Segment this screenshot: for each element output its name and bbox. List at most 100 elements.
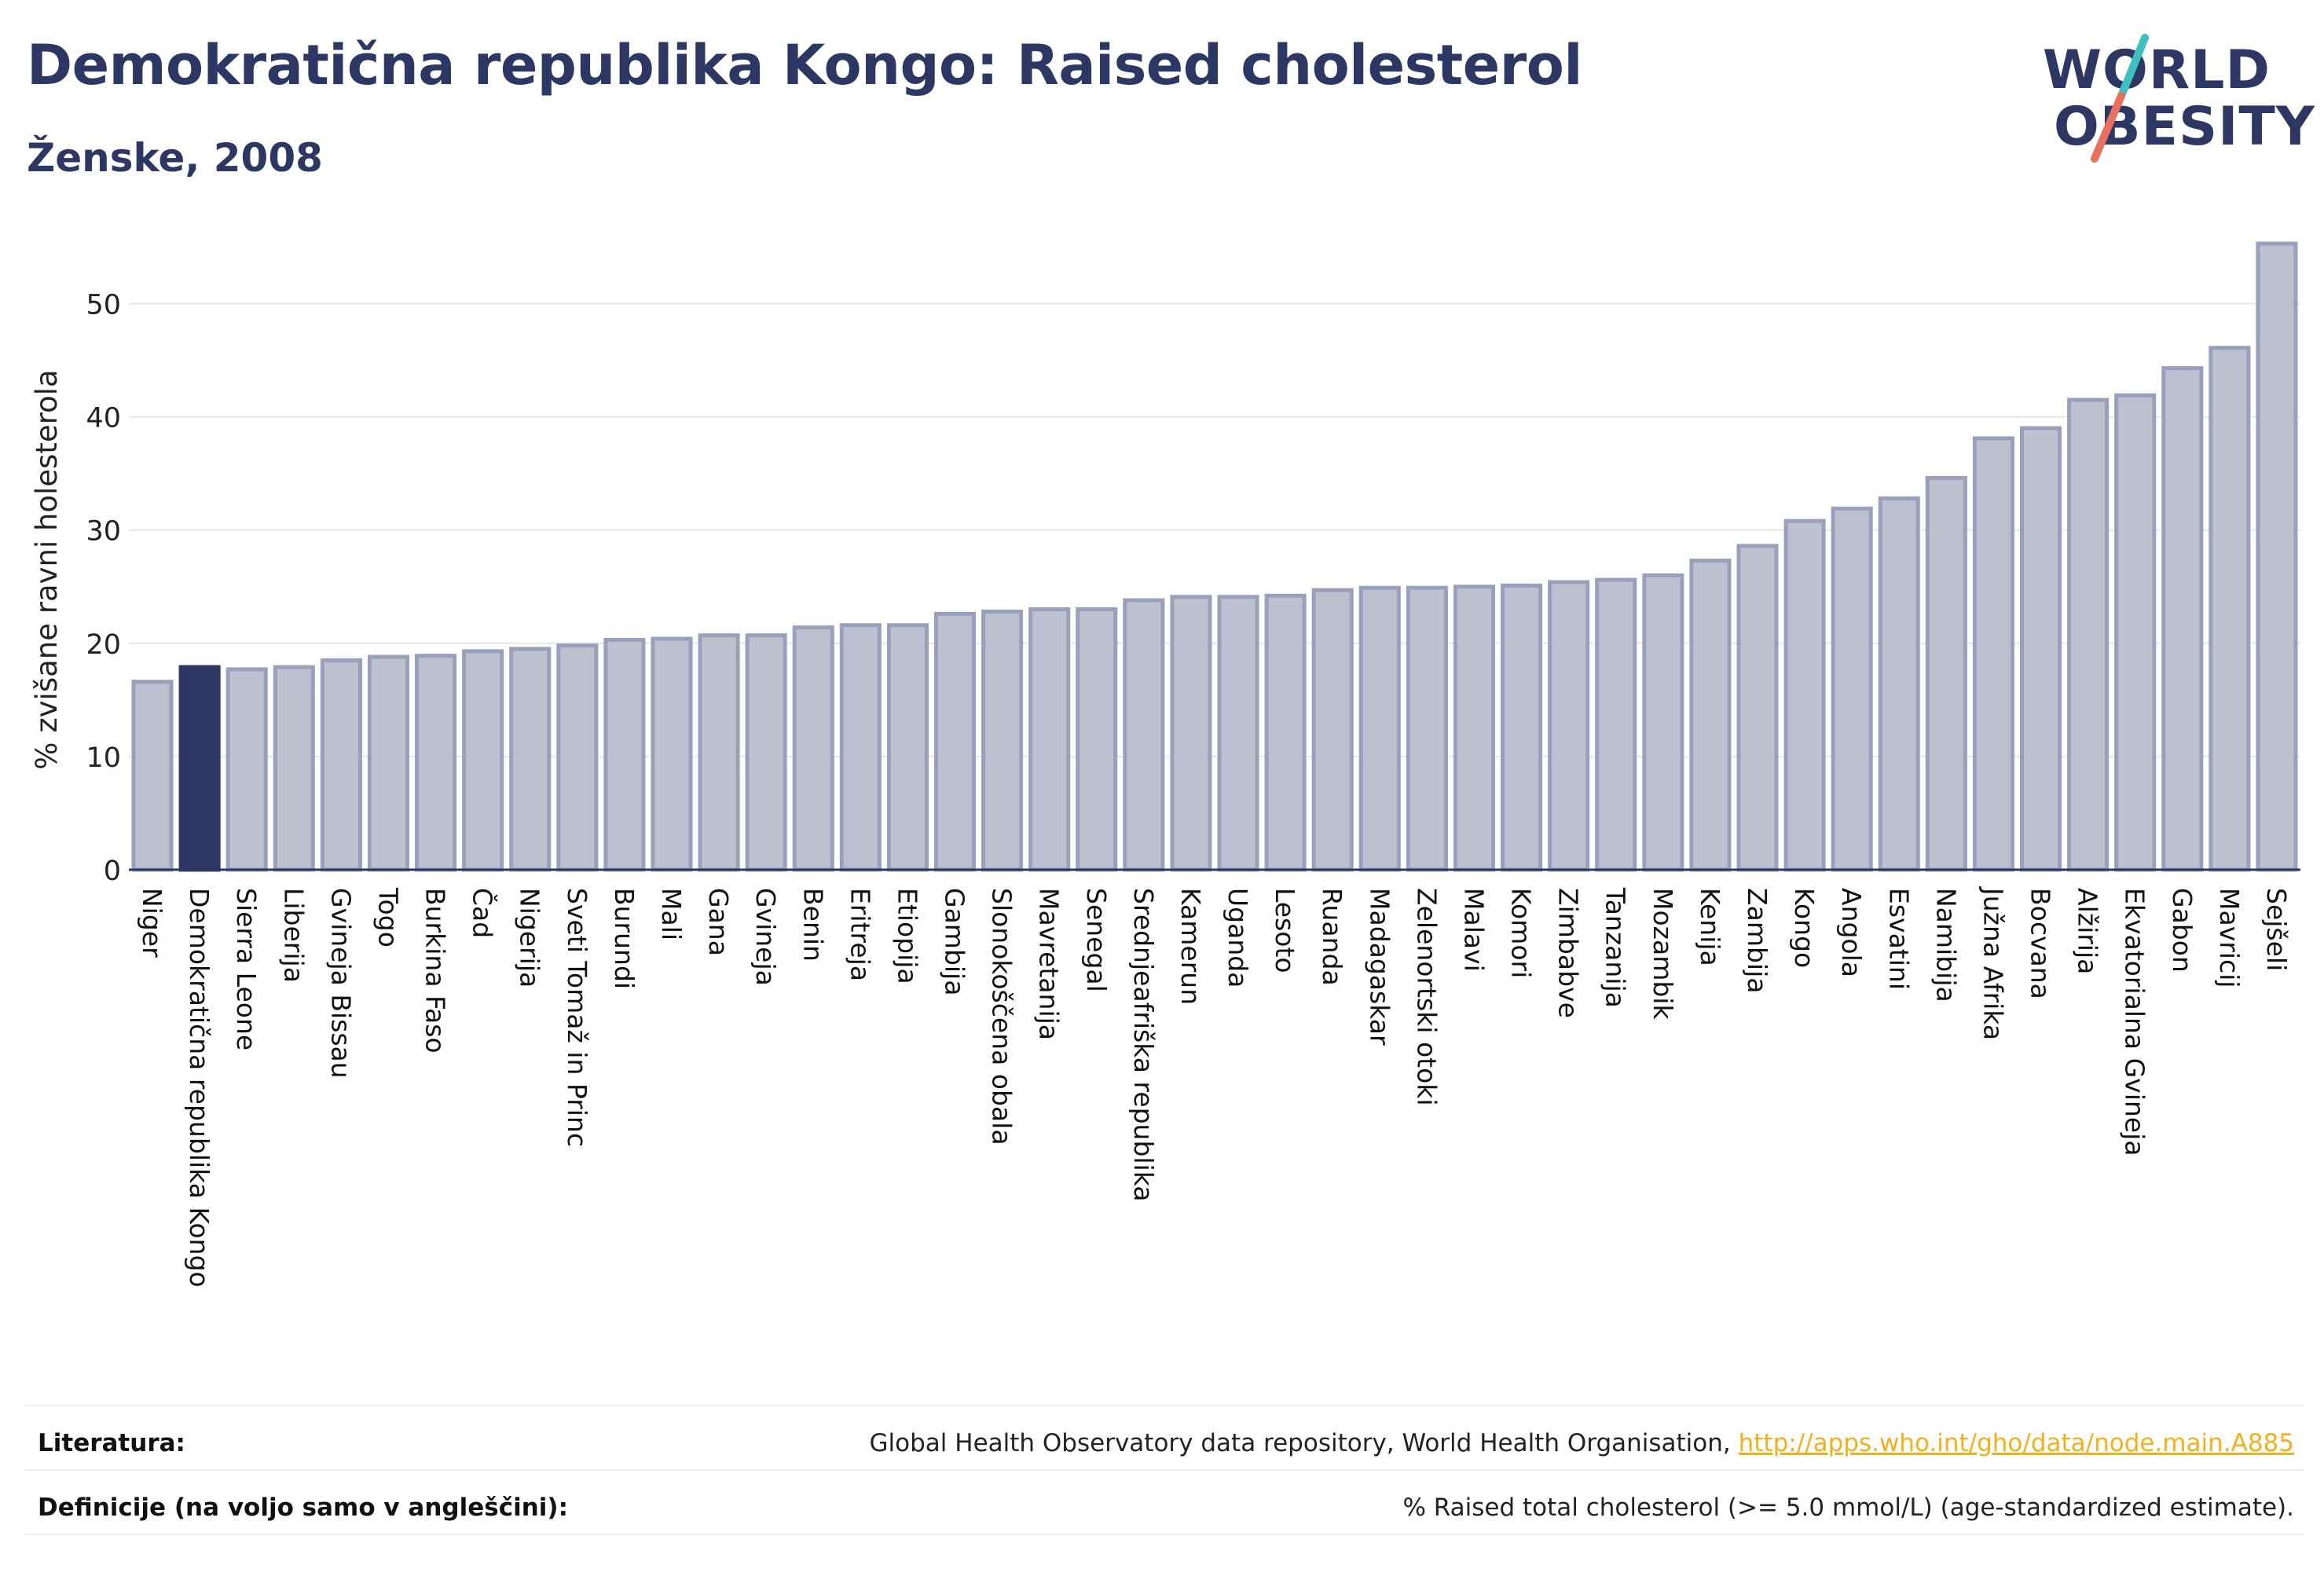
y-tick-label: 30 [86, 516, 121, 548]
bar [556, 643, 599, 872]
x-tick-label: Kenija [1695, 888, 1725, 966]
bar [1123, 598, 1165, 872]
bar [509, 647, 552, 872]
x-tick-label: Senegal [1081, 888, 1112, 992]
x-tick-label: Namibija [1930, 888, 1961, 1002]
world-obesity-logo: WORLD OBESITY [2043, 24, 2315, 173]
x-tick-label: Slonokoščena obala [987, 888, 1017, 1145]
bar [462, 649, 504, 872]
x-tick-label: Alžirija [2073, 888, 2103, 974]
x-tick-label: Čad [467, 888, 499, 938]
y-tick-label: 10 [86, 742, 121, 774]
x-tick-label: Sierra Leone [231, 888, 262, 1050]
bar [273, 665, 315, 872]
bar [698, 633, 740, 872]
x-tick-label: Mozambik [1648, 888, 1678, 1020]
bar [1311, 588, 1354, 872]
definitions-label: Definicije (na voljo samo v angleščini): [38, 1494, 568, 1522]
x-tick-label: Togo [372, 887, 403, 947]
definitions-text: % Raised total cholesterol (>= 5.0 mmol/… [1402, 1494, 2294, 1522]
footer-definitions-row: Definicije (na voljo samo v angleščini):… [38, 1484, 2294, 1531]
bar-chart: 0 10 20 30 40 50 Niger Demokratična republika K… [30, 241, 2300, 1288]
y-tick-label: 40 [86, 403, 121, 434]
bar [1264, 593, 1307, 872]
footer-divider [25, 1469, 2304, 1471]
bar [1642, 573, 1684, 872]
x-tick-label: Gvineja [750, 888, 781, 986]
bar-highlighted [178, 665, 221, 872]
x-tick-label: Zelenortski otoki [1411, 888, 1442, 1106]
x-tick-label: Gana [703, 888, 734, 956]
x-tick-label: Kongo [1789, 888, 1820, 968]
bar [2161, 366, 2204, 872]
bar [2019, 426, 2062, 872]
x-tick-label: Kamerun [1175, 888, 1206, 1005]
bar [1831, 506, 1873, 872]
bar [1878, 496, 1920, 872]
x-tick-label: Niger [137, 888, 167, 958]
x-tick-label: Liberija [278, 888, 309, 983]
logo-word-world: WORLD [2043, 39, 2271, 101]
x-tick-label: Eritreja [845, 888, 875, 981]
x-tick-label: Burkina Faso [420, 888, 451, 1054]
x-tick-label: Uganda [1222, 888, 1253, 988]
x-tick-label: Esvatini [1883, 888, 1914, 990]
bar [1028, 607, 1071, 872]
x-tick-label: Gvineja Bissau [325, 888, 356, 1079]
bar [933, 611, 977, 872]
bar [981, 609, 1024, 872]
chart-title: Demokratična republika Kongo: Raised cho… [27, 33, 1582, 97]
bar [792, 625, 834, 872]
bar [1972, 436, 2014, 872]
x-tick-label: Mavricij [2214, 888, 2245, 988]
x-tick-label: Mali [656, 888, 687, 940]
sources-label: Literatura: [38, 1429, 185, 1457]
sources-link[interactable]: http://apps.who.int/gho/data/node.main.A… [1738, 1429, 2294, 1457]
x-tick-label: Etiopija [892, 888, 922, 984]
x-tick-label: Ruanda [1317, 888, 1347, 986]
x-tick-label: Gambija [940, 888, 970, 995]
bar [367, 654, 410, 872]
x-tick-label: Gabon [2167, 888, 2198, 973]
x-tick-label: Burundi [609, 888, 640, 989]
bar [886, 623, 929, 872]
bar [1501, 583, 1543, 872]
y-axis-label: % zvišane ravni holesterola [30, 369, 64, 769]
bars [131, 241, 2298, 872]
bar [603, 637, 646, 872]
x-tick-label: Benin [797, 888, 828, 962]
y-tick-label: 0 [104, 856, 121, 887]
x-tick-label: Južna Afrika [1978, 886, 2008, 1040]
x-tick-label: Zimbabve [1553, 888, 1584, 1018]
x-tick-label: Nigerija [515, 888, 545, 988]
bar [2067, 398, 2110, 872]
bar [1453, 585, 1496, 872]
bar [1217, 595, 1259, 872]
bar [839, 623, 882, 872]
footer-sources-row: Literatura: Global Health Observatory da… [38, 1420, 2294, 1467]
x-tick-label: Bocvana [2025, 888, 2056, 999]
bar [1076, 607, 1118, 872]
x-tick-label: Mavretanija [1034, 888, 1065, 1040]
logo-slash-icon [2091, 34, 2149, 163]
bar [1783, 519, 1826, 872]
bar [1548, 580, 1590, 872]
bar [1925, 475, 1967, 872]
bar [2114, 393, 2157, 872]
x-tick-label: Sejšeli [2261, 888, 2292, 971]
x-tick-label: Lesoto [1270, 888, 1300, 973]
bar [1358, 585, 1401, 872]
x-tick-label: Sveti Tomaž in Princ [562, 888, 592, 1147]
x-tick-label: Madagaskar [1364, 888, 1395, 1046]
x-tick-label: Zambija [1742, 888, 1772, 993]
bar [651, 636, 693, 872]
x-tick-label: Srednjeafriška republika [1128, 888, 1159, 1201]
bar [2209, 346, 2251, 872]
x-tick-label: Tanzanija [1600, 887, 1631, 1008]
bar [745, 633, 787, 872]
y-tick-label: 20 [86, 629, 121, 661]
axes: 0 10 20 30 40 50 Niger Demokratična republika K… [86, 289, 2300, 1288]
bar [1689, 559, 1732, 872]
sources-value: Global Health Observatory data repositor… [870, 1429, 2294, 1457]
x-tick-label: Demokratična republika Kongo [184, 888, 214, 1288]
